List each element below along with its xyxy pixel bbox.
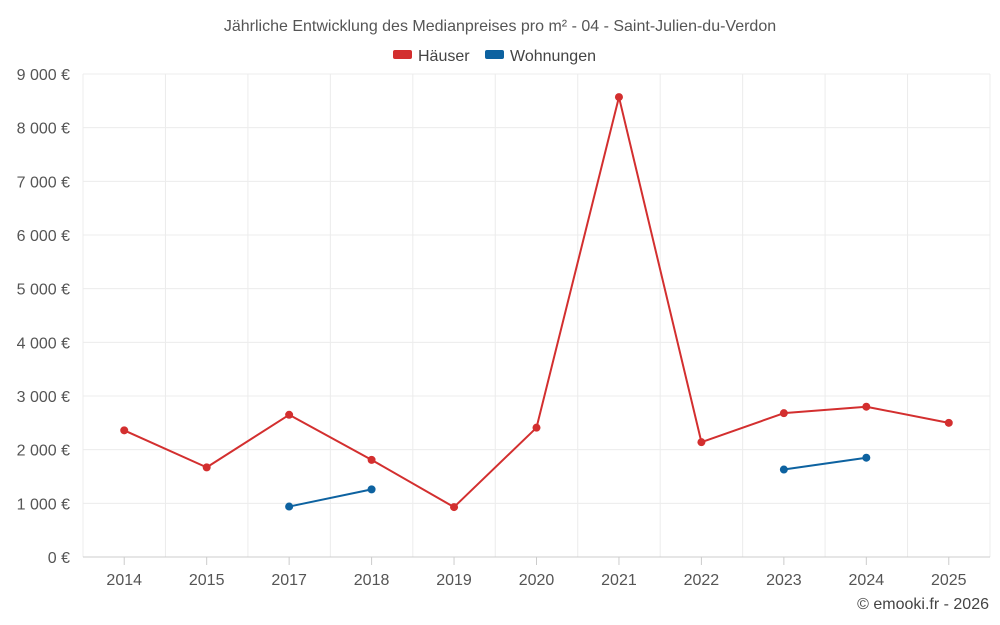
y-tick-label: 3 000 € xyxy=(17,389,70,406)
legend-item-wohnungen[interactable]: Wohnungen xyxy=(485,48,596,65)
y-tick-label: 4 000 € xyxy=(17,335,70,352)
credit-text: © emooki.fr - 2026 xyxy=(857,596,989,613)
y-tick-label: 7 000 € xyxy=(17,174,70,191)
legend-item-haeuser[interactable]: Häuser xyxy=(393,48,470,65)
x-tick-label: 2023 xyxy=(766,572,802,589)
y-tick-label: 9 000 € xyxy=(17,67,70,84)
data-point[interactable] xyxy=(697,438,706,447)
series-1 xyxy=(285,453,871,511)
x-tick-label: 2025 xyxy=(931,572,967,589)
data-point[interactable] xyxy=(367,455,376,464)
x-tick-label: 2021 xyxy=(601,572,637,589)
data-point[interactable] xyxy=(450,503,459,512)
x-tick-label: 2022 xyxy=(684,572,720,589)
data-point[interactable] xyxy=(532,423,541,432)
y-tick-label: 0 € xyxy=(48,550,70,567)
data-point[interactable] xyxy=(779,465,788,474)
data-point[interactable] xyxy=(779,409,788,418)
data-point[interactable] xyxy=(367,485,376,494)
series-line xyxy=(288,488,372,508)
legend: Häuser Wohnungen xyxy=(393,48,596,65)
legend-swatch-haeuser xyxy=(393,50,412,59)
y-tick-label: 5 000 € xyxy=(17,282,70,299)
x-tick-label: 2019 xyxy=(436,572,472,589)
x-tick-label: 2018 xyxy=(354,572,390,589)
y-tick-label: 8 000 € xyxy=(17,121,70,138)
data-point[interactable] xyxy=(862,453,871,462)
series xyxy=(120,93,953,512)
data-point[interactable] xyxy=(202,463,211,472)
data-point[interactable] xyxy=(120,426,129,435)
data-point[interactable] xyxy=(285,410,294,419)
data-point[interactable] xyxy=(285,502,294,511)
data-point[interactable] xyxy=(862,402,871,411)
x-tick-label: 2015 xyxy=(189,572,225,589)
x-tick-label: 2020 xyxy=(519,572,555,589)
series-0 xyxy=(120,93,953,512)
legend-label-haeuser: Häuser xyxy=(418,48,470,65)
y-tick-label: 1 000 € xyxy=(17,496,70,513)
y-tick-label: 6 000 € xyxy=(17,228,70,245)
grid xyxy=(82,73,991,557)
x-tick-label: 2017 xyxy=(271,572,307,589)
chart-title: Jährliche Entwicklung des Medianpreises … xyxy=(224,18,776,35)
x-tick-label: 2014 xyxy=(106,572,142,589)
legend-label-wohnungen: Wohnungen xyxy=(510,48,596,65)
data-point[interactable] xyxy=(944,418,953,427)
x-tick-label: 2024 xyxy=(849,572,885,589)
legend-swatch-wohnungen xyxy=(485,50,504,59)
series-line xyxy=(783,456,867,471)
axes: 0 € 1 000 € 2 000 € 3 000 € 4 000 € 5 000 € 6 … xyxy=(17,67,990,589)
data-point[interactable] xyxy=(614,93,623,102)
y-tick-label: 2 000 € xyxy=(17,443,70,460)
